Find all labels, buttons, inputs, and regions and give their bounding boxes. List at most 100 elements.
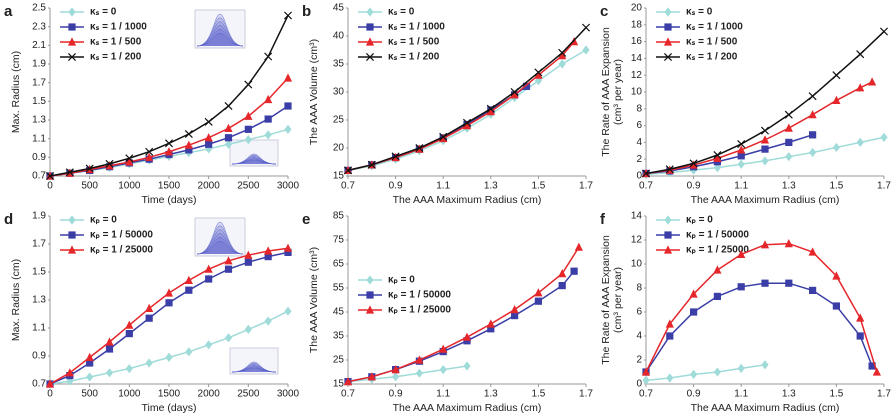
legend-marker	[366, 291, 374, 299]
panel-letter: e	[302, 211, 310, 228]
x-tick-label: 1000	[118, 181, 141, 192]
series-line	[645, 242, 878, 373]
y-tick-label: 30	[333, 87, 345, 98]
x-tick-label: 0.7	[341, 181, 355, 192]
marker	[264, 253, 272, 261]
marker	[510, 90, 519, 99]
legend-marker	[366, 7, 374, 17]
legend-label: κₚ = 0	[388, 275, 415, 286]
marker	[264, 94, 273, 104]
marker	[879, 27, 889, 36]
marker	[463, 337, 471, 345]
x-tick-label: 1.1	[734, 181, 748, 192]
legend-label: κₚ = 1 / 50000	[90, 230, 153, 241]
x-tick-label: 0.9	[389, 181, 403, 192]
legend-marker	[68, 231, 76, 239]
y-tick-label: 25	[333, 115, 345, 126]
marker	[284, 102, 292, 110]
marker	[125, 330, 133, 338]
marker	[713, 292, 721, 300]
marker	[244, 111, 253, 120]
legend-label: κₛ = 1 / 500	[686, 37, 738, 48]
marker	[105, 337, 114, 346]
marker	[224, 256, 233, 265]
y-tick-label: 12	[631, 235, 643, 246]
y-axis-label: Max. Radius (cm)	[10, 259, 22, 341]
x-axis-label: The AAA Maximum Radius (cm)	[393, 402, 542, 414]
marker	[125, 320, 134, 329]
series-line	[347, 41, 575, 172]
marker	[283, 11, 293, 20]
marker	[264, 130, 272, 140]
legend-marker	[68, 215, 76, 225]
y-tick-label: 20	[631, 3, 643, 14]
x-tick-label: 500	[81, 181, 98, 192]
marker	[205, 275, 213, 283]
marker	[125, 157, 134, 166]
y-axis-label: The Rate of AAA Expansion	[600, 27, 612, 157]
marker	[343, 166, 353, 175]
legend-marker	[663, 37, 673, 46]
marker	[808, 247, 817, 256]
y-tick-label: 12	[631, 70, 643, 81]
y-axis-label: The Rate of AAA Expansion	[600, 235, 612, 365]
marker	[184, 140, 193, 149]
marker	[125, 364, 133, 374]
y-tick-label: 1.7	[32, 239, 46, 250]
marker	[713, 153, 722, 162]
series-line	[347, 365, 468, 383]
legend-label: κₛ = 0	[388, 7, 415, 18]
x-tick-label: 1.3	[782, 181, 796, 192]
marker	[415, 368, 423, 378]
marker	[832, 95, 841, 104]
panel-letter: b	[302, 3, 311, 20]
y-tick-label: 2	[636, 154, 642, 165]
y-tick-label: 0.7	[32, 379, 46, 390]
y-tick-label: 35	[333, 331, 345, 342]
marker	[760, 126, 770, 135]
legend-marker	[663, 52, 673, 62]
marker	[809, 147, 817, 158]
marker	[415, 355, 424, 364]
legend-marker	[365, 305, 375, 314]
legend-label: κₛ = 1 / 500	[90, 37, 142, 48]
marker	[145, 358, 153, 368]
marker	[666, 373, 674, 383]
marker	[690, 369, 698, 379]
y-tick-label: 1.5	[32, 96, 46, 107]
marker	[558, 269, 567, 278]
x-tick-label: 2500	[237, 389, 260, 400]
y-tick-label: 16	[631, 36, 643, 47]
marker	[737, 363, 745, 373]
marker	[785, 279, 793, 287]
panel-letter: d	[4, 211, 13, 228]
marker	[205, 340, 213, 350]
marker	[737, 140, 746, 149]
marker	[185, 347, 193, 357]
legend-label: κₛ = 1 / 1000	[686, 22, 743, 33]
x-axis-label: The AAA Maximum Radius (cm)	[691, 194, 840, 206]
y-tick-label: 8	[636, 103, 642, 114]
marker	[856, 313, 865, 322]
marker	[868, 77, 877, 86]
x-tick-label: 2000	[198, 389, 221, 400]
marker	[145, 314, 153, 322]
marker	[66, 376, 74, 386]
legend-marker	[68, 23, 76, 31]
marker	[164, 288, 174, 297]
y-tick-label: 15	[333, 379, 345, 390]
legend-marker	[365, 37, 375, 46]
marker	[165, 352, 173, 362]
marker	[185, 286, 193, 294]
y-tick-label: 1.5	[32, 267, 46, 278]
y-tick-label: 15	[333, 171, 345, 182]
inset-curve	[196, 221, 244, 255]
marker	[784, 123, 793, 132]
marker	[224, 333, 233, 343]
marker	[439, 132, 448, 141]
legend-marker	[67, 245, 77, 254]
marker	[808, 110, 817, 119]
legend-label: κₛ = 1 / 1000	[90, 22, 147, 33]
x-tick-label: 1.7	[579, 181, 593, 192]
marker	[462, 118, 472, 127]
